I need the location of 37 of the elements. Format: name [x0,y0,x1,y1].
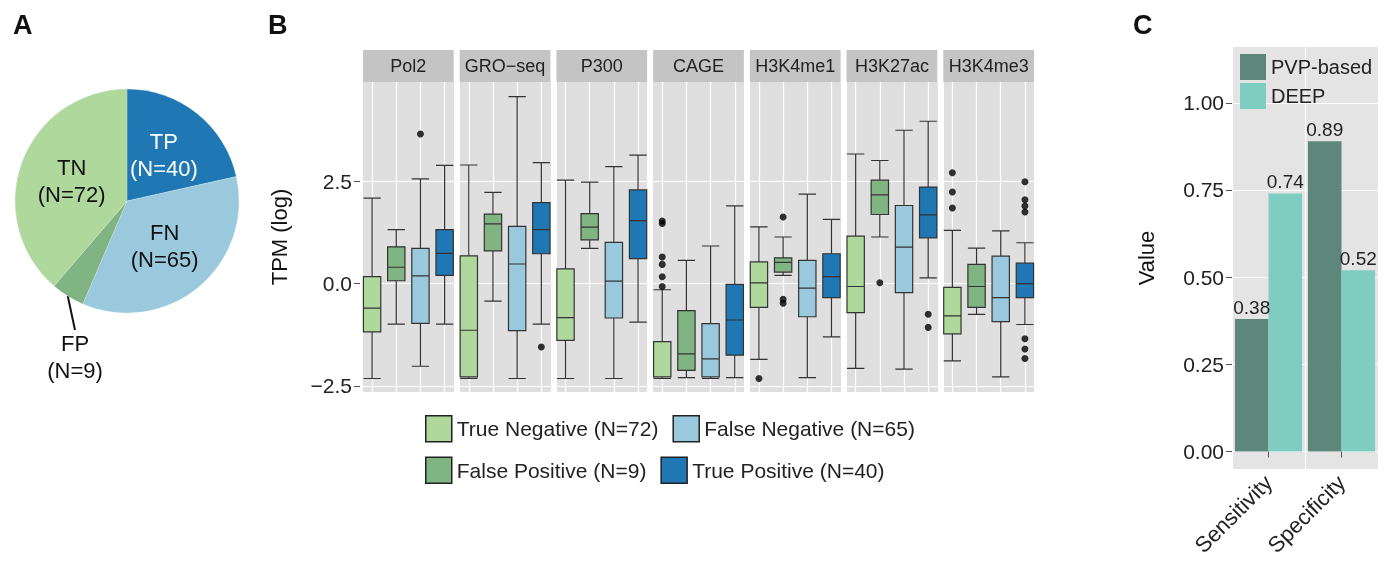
y-tick-label: 1.00 [1183,91,1224,115]
x-tick-label: H3K4me3 [948,56,1029,76]
y-tick-label: 2.5 [322,169,352,193]
data-label: (N=65) [130,247,199,273]
chart-title: C [1133,9,1153,40]
slice-label: TN [57,154,87,180]
legend-label: True Positive (N=40) [692,458,885,482]
y-tick-label: 0.50 [1183,265,1224,289]
data-label: (N=9) [47,358,103,383]
x-tick-label: GRO−seq [464,56,546,76]
y-tick-label: 0.25 [1183,352,1224,376]
slice-label: FN [150,220,180,246]
slice-label: TP [149,128,178,154]
legend-label: DEEP [1271,85,1326,107]
x-tick-label: H3K27ac [854,56,929,76]
legend-label: True Negative (N=72) [456,417,659,441]
y-axis-title: Value [1133,230,1159,286]
y-tick-label: 0.75 [1183,178,1224,202]
data-label: 0.38 [1233,297,1271,319]
legend-label: False Positive (N=9) [456,458,647,482]
y-tick-label: −2.5 [310,374,352,398]
legend-label: False Negative (N=65) [704,417,915,441]
x-tick-label: H3K4me1 [755,56,836,76]
data-label: (N=40) [129,155,198,181]
chart-title: A [13,9,33,40]
x-tick-label: P300 [580,56,623,76]
x-tick-label: CAGE [672,56,725,76]
data-label: 0.74 [1266,171,1305,193]
y-axis-title: TPM (log) [266,188,292,286]
y-tick-label: 0.00 [1183,440,1224,464]
data-label: (N=72) [37,181,106,207]
data-label: 0.89 [1306,119,1344,141]
x-tick-label: Pol2 [390,56,427,76]
y-tick-label: 0.0 [322,272,352,296]
chart-title: B [268,9,288,40]
slice-label: FP [60,331,90,356]
legend-label: PVP-based [1271,56,1373,78]
